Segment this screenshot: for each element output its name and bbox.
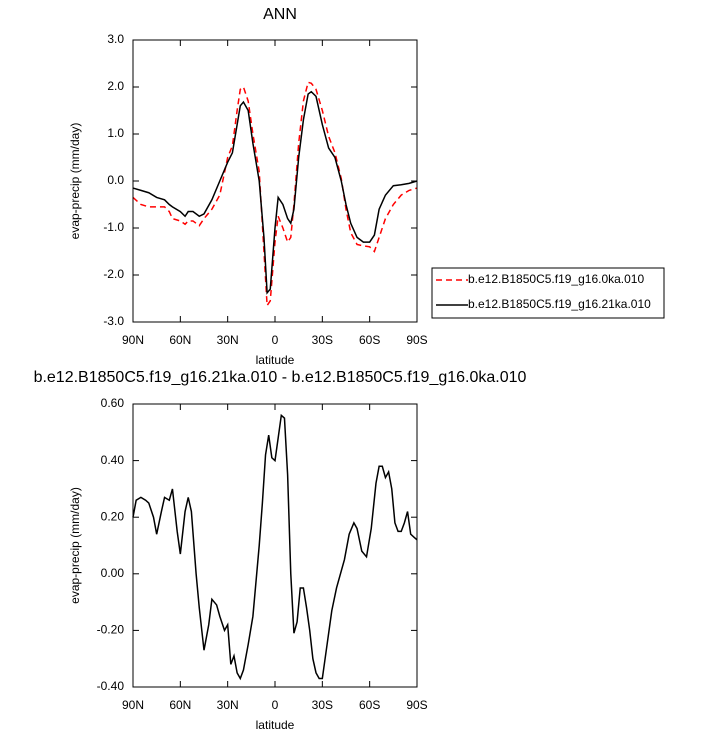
legend-label: b.e12.B1850C5.f19_g16.0ka.010 (468, 272, 644, 286)
y-tick-label: -3.0 (103, 314, 124, 328)
x-tick-label: 60S (359, 333, 380, 347)
y-tick-label: 3.0 (107, 32, 124, 46)
plot-frame (132, 39, 418, 323)
x-tick-label: 30S (312, 698, 333, 712)
x-axis-label: latitude (256, 718, 295, 732)
x-tick-label: 60N (169, 333, 191, 347)
chart-title: ANN (263, 6, 297, 23)
plot-frame (132, 403, 418, 688)
x-tick-label: 30N (217, 333, 239, 347)
x-tick-label: 90S (406, 698, 427, 712)
y-tick-label: 0.20 (101, 509, 125, 523)
x-tick-label: 0 (272, 333, 279, 347)
x-tick-label: 90N (122, 333, 144, 347)
x-tick-label: 60S (359, 698, 380, 712)
data-line (132, 90, 418, 295)
y-tick-label: -0.20 (97, 623, 125, 637)
y-tick-label: 0.40 (101, 453, 125, 467)
legend-frame (431, 267, 665, 319)
x-axis-label: latitude (256, 353, 295, 367)
data-line (132, 413, 418, 681)
x-tick-label: 90S (406, 333, 427, 347)
y-tick-label: -0.40 (97, 679, 125, 693)
x-tick-label: 30N (217, 698, 239, 712)
y-axis-label: evap-precip (mm/day) (68, 487, 82, 604)
data-line (132, 81, 418, 308)
x-tick-label: 30S (312, 333, 333, 347)
x-tick-label: 90N (122, 698, 144, 712)
x-tick-label: 60N (169, 698, 191, 712)
chart-title: b.e12.B1850C5.f19_g16.21ka.010 - b.e12.B… (34, 369, 527, 386)
legend-label: b.e12.B1850C5.f19_g16.21ka.010 (468, 297, 651, 311)
y-tick-label: 2.0 (107, 79, 124, 93)
y-tick-label: 0.60 (101, 396, 125, 410)
y-tick-label: -2.0 (103, 267, 124, 281)
y-axis-label: evap-precip (mm/day) (68, 123, 82, 240)
y-tick-label: 0.0 (107, 173, 124, 187)
y-tick-label: 1.0 (107, 126, 124, 140)
x-tick-label: 0 (272, 698, 279, 712)
y-tick-label: -1.0 (103, 220, 124, 234)
y-tick-label: 0.00 (101, 566, 125, 580)
